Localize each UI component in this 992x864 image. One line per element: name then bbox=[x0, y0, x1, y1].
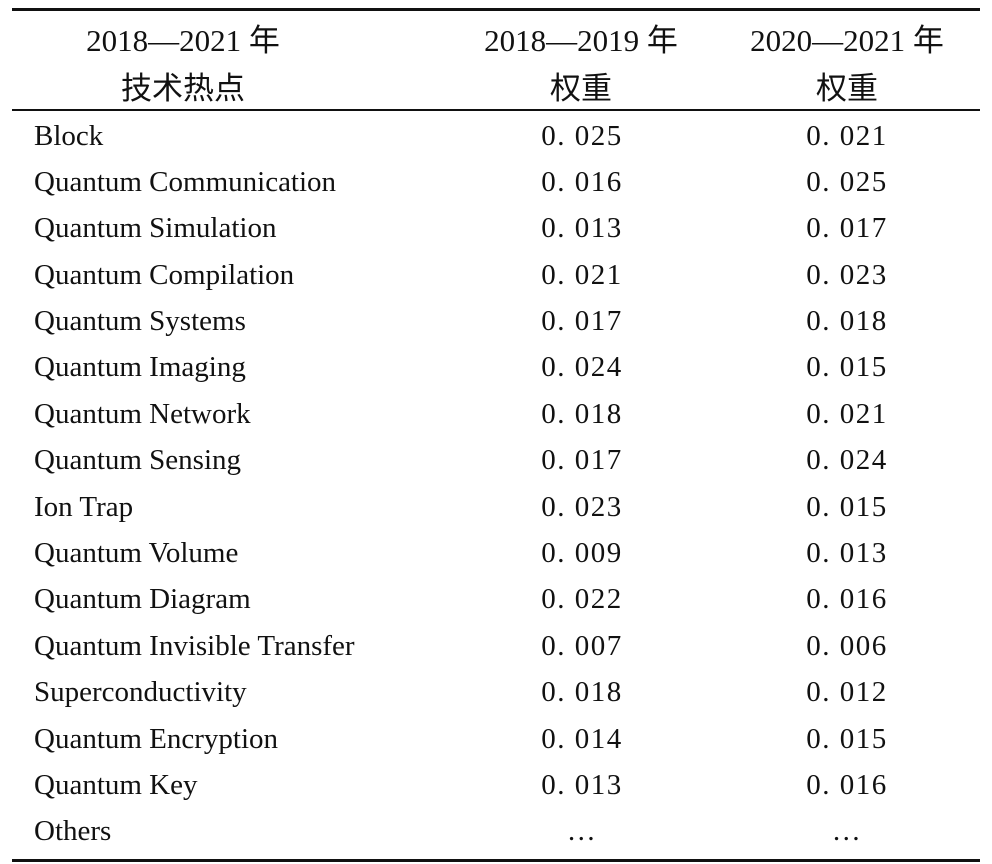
table-row: Quantum Communication 0. 016 0. 025 bbox=[12, 159, 980, 205]
table-row: Others … … bbox=[12, 808, 980, 854]
row-weight-2020-2021: 0. 016 bbox=[806, 768, 888, 801]
table-row: Quantum Key 0. 013 0. 016 bbox=[12, 762, 980, 808]
header-hotspot-line2: 技术热点 bbox=[121, 71, 245, 106]
row-hotspot-name: Quantum Sensing bbox=[34, 444, 242, 477]
row-weight-2018-2019: 0. 021 bbox=[541, 258, 623, 291]
table-row: Quantum Systems 0. 017 0. 018 bbox=[12, 298, 980, 344]
row-weight-2018-2019: 0. 018 bbox=[541, 676, 623, 709]
row-weight-2018-2019: 0. 016 bbox=[541, 165, 623, 198]
row-hotspot-name: Superconductivity bbox=[34, 676, 247, 709]
row-hotspot-name: Quantum Network bbox=[34, 397, 251, 430]
row-hotspot-name: Quantum Volume bbox=[34, 537, 239, 570]
row-weight-2018-2019: 0. 017 bbox=[541, 444, 623, 477]
header-weight-2018-2019-line2: 权重 bbox=[550, 71, 612, 106]
row-weight-2018-2019: 0. 025 bbox=[541, 119, 623, 152]
row-hotspot-name: Quantum Encryption bbox=[34, 722, 279, 755]
row-weight-2020-2021: 0. 017 bbox=[806, 212, 888, 245]
row-hotspot-name: Quantum Imaging bbox=[34, 351, 246, 384]
header-weight-2020-2021-line2: 权重 bbox=[816, 71, 878, 106]
table-row: Ion Trap 0. 023 0. 015 bbox=[12, 484, 980, 530]
row-weight-2018-2019: 0. 022 bbox=[541, 583, 623, 616]
row-weight-2018-2019: … bbox=[566, 815, 598, 848]
row-hotspot-name: Quantum Compilation bbox=[34, 258, 295, 291]
row-weight-2018-2019: 0. 023 bbox=[541, 490, 623, 523]
row-weight-2020-2021: 0. 015 bbox=[806, 722, 888, 755]
table-row: Quantum Invisible Transfer 0. 007 0. 006 bbox=[12, 623, 980, 669]
table-row: Quantum Network 0. 018 0. 021 bbox=[12, 391, 980, 437]
row-weight-2020-2021: 0. 025 bbox=[806, 165, 888, 198]
row-weight-2018-2019: 0. 007 bbox=[541, 629, 623, 662]
row-weight-2020-2021: 0. 013 bbox=[806, 537, 888, 570]
header-hotspot-line1: 2018—2021 年 bbox=[86, 23, 280, 58]
row-weight-2018-2019: 0. 009 bbox=[541, 537, 623, 570]
header-weight-2020-2021-line1: 2020—2021 年 bbox=[750, 23, 944, 58]
row-hotspot-name: Ion Trap bbox=[34, 490, 134, 523]
row-weight-2018-2019: 0. 013 bbox=[541, 212, 623, 245]
row-hotspot-name: Quantum Simulation bbox=[34, 212, 277, 245]
table-row: Quantum Imaging 0. 024 0. 015 bbox=[12, 344, 980, 390]
row-hotspot-name: Quantum Diagram bbox=[34, 583, 251, 616]
row-hotspot-name: Quantum Communication bbox=[34, 165, 337, 198]
table-row: Quantum Diagram 0. 022 0. 016 bbox=[12, 576, 980, 622]
row-weight-2018-2019: 0. 017 bbox=[541, 305, 623, 338]
row-weight-2020-2021: 0. 006 bbox=[806, 629, 888, 662]
row-weight-2018-2019: 0. 018 bbox=[541, 397, 623, 430]
row-hotspot-name: Quantum Key bbox=[34, 768, 198, 801]
row-weight-2020-2021: 0. 012 bbox=[806, 676, 888, 709]
row-weight-2020-2021: 0. 021 bbox=[806, 119, 888, 152]
bottom-rule bbox=[12, 858, 980, 862]
table-row: Quantum Sensing 0. 017 0. 024 bbox=[12, 437, 980, 483]
table-row: Quantum Encryption 0. 014 0. 015 bbox=[12, 716, 980, 762]
header-weight-2018-2019: 2018—2019 年 权重 bbox=[474, 17, 688, 113]
row-weight-2018-2019: 0. 013 bbox=[541, 768, 623, 801]
row-weight-2020-2021: 0. 015 bbox=[806, 351, 888, 384]
row-weight-2020-2021: 0. 018 bbox=[806, 305, 888, 338]
header-rule bbox=[12, 109, 980, 111]
row-weight-2020-2021: 0. 023 bbox=[806, 258, 888, 291]
row-weight-2020-2021: … bbox=[831, 815, 863, 848]
row-hotspot-name: Block bbox=[34, 119, 104, 152]
table-row: Quantum Volume 0. 009 0. 013 bbox=[12, 530, 980, 576]
header-weight-2020-2021: 2020—2021 年 权重 bbox=[732, 17, 962, 113]
row-weight-2020-2021: 0. 024 bbox=[806, 444, 888, 477]
table-row: Superconductivity 0. 018 0. 012 bbox=[12, 669, 980, 715]
table-header: 2018—2021 年 技术热点 2018—2019 年 权重 2020—202… bbox=[12, 11, 980, 109]
table-body: Block 0. 025 0. 021 Quantum Communication 0.… bbox=[12, 111, 980, 859]
header-hotspot: 2018—2021 年 技术热点 bbox=[12, 17, 354, 113]
hotspot-weight-table: 2018—2021 年 技术热点 2018—2019 年 权重 2020—202… bbox=[12, 8, 980, 862]
header-weight-2018-2019-line1: 2018—2019 年 bbox=[484, 23, 678, 58]
row-hotspot-name: Quantum Systems bbox=[34, 305, 246, 338]
row-hotspot-name: Others bbox=[34, 815, 112, 848]
row-weight-2018-2019: 0. 024 bbox=[541, 351, 623, 384]
row-weight-2020-2021: 0. 015 bbox=[806, 490, 888, 523]
top-rule bbox=[12, 8, 980, 11]
row-hotspot-name: Quantum Invisible Transfer bbox=[34, 629, 355, 662]
table-row: Quantum Simulation 0. 013 0. 017 bbox=[12, 205, 980, 251]
table-row: Quantum Compilation 0. 021 0. 023 bbox=[12, 252, 980, 298]
table-row: Block 0. 025 0. 021 bbox=[12, 113, 980, 159]
row-weight-2020-2021: 0. 021 bbox=[806, 397, 888, 430]
row-weight-2018-2019: 0. 014 bbox=[541, 722, 623, 755]
row-weight-2020-2021: 0. 016 bbox=[806, 583, 888, 616]
